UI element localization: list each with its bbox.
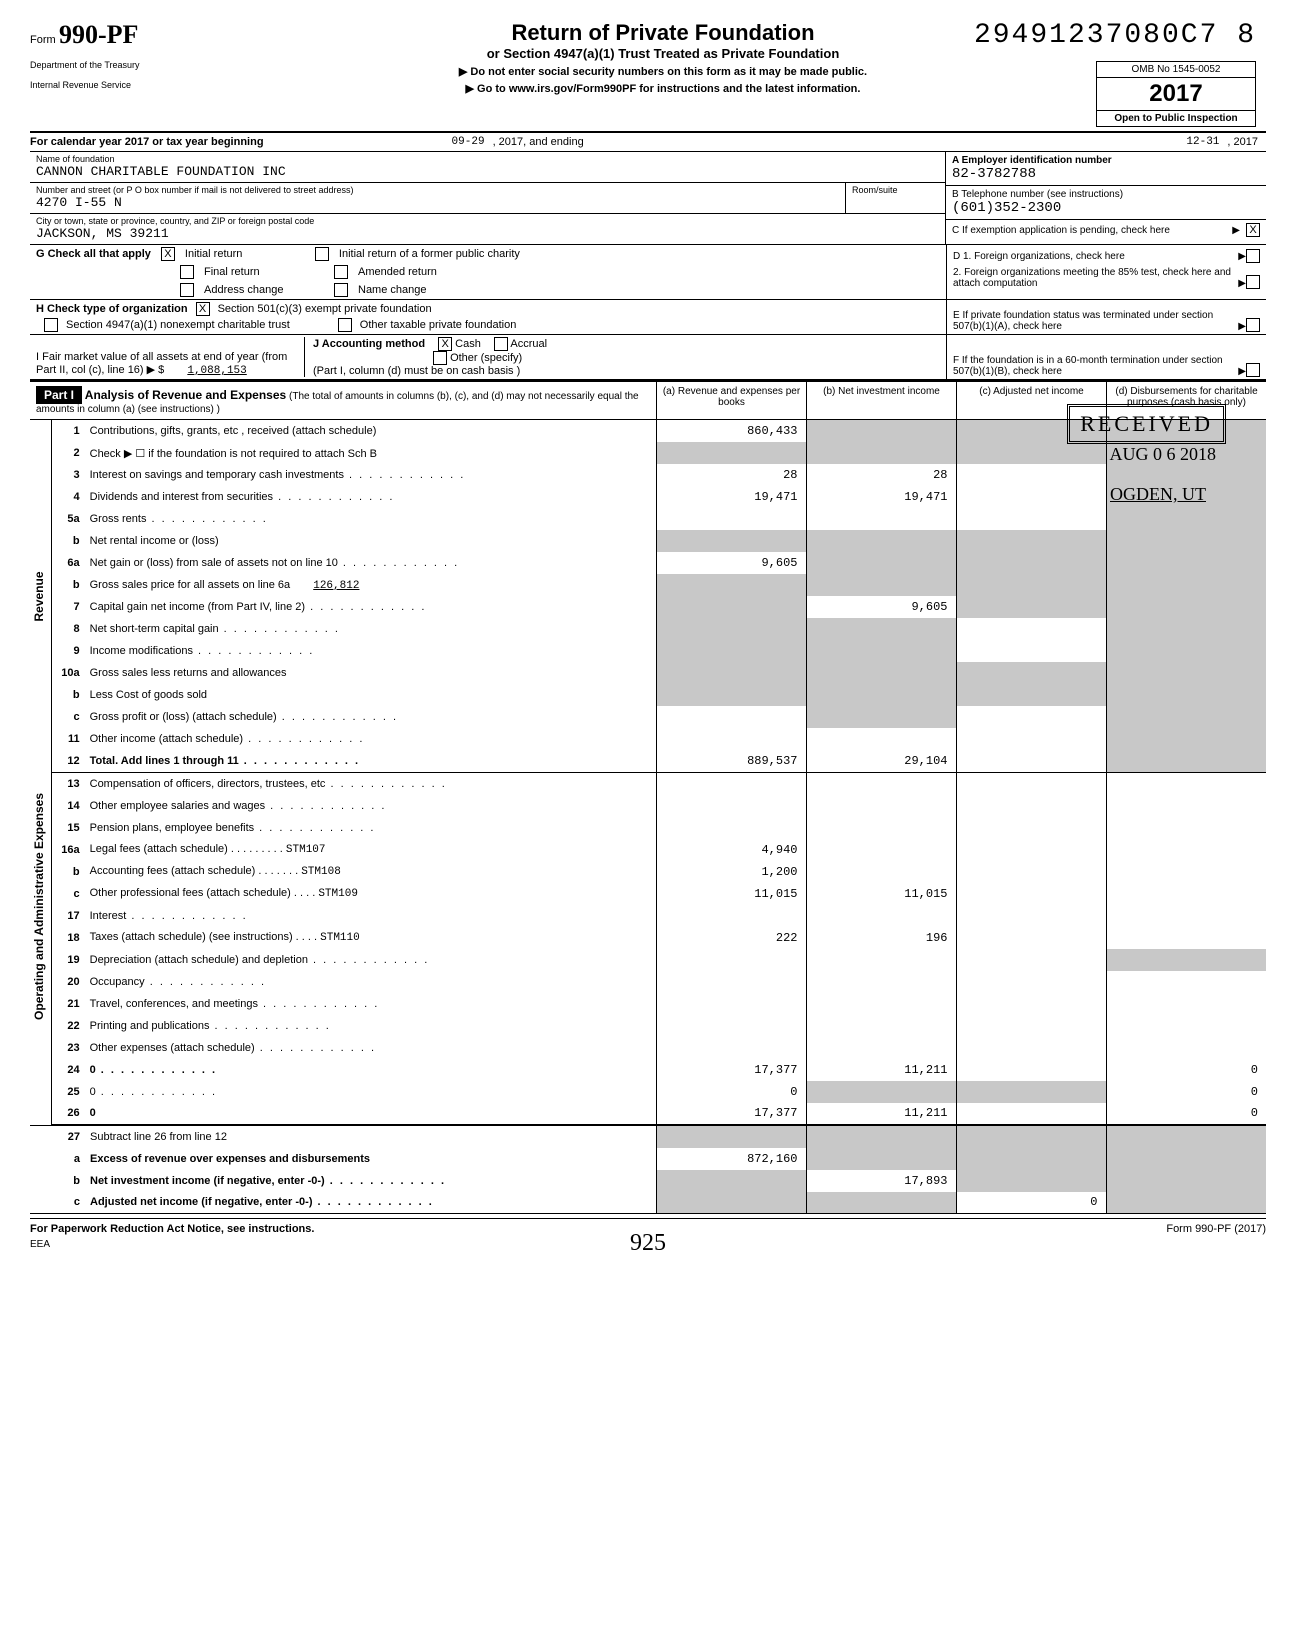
ogden-stamp: OGDEN, UT xyxy=(1110,484,1206,505)
form-id-block: Form 990-PF Department of the Treasury I… xyxy=(30,20,230,90)
e-checkbox[interactable] xyxy=(1246,318,1260,332)
g-amended: Amended return xyxy=(358,266,437,278)
g-initial-former: Initial return of a former public charit… xyxy=(339,248,520,260)
addr-label: Number and street (or P O box number if … xyxy=(30,183,845,195)
side-expenses: Operating and Administrative Expenses xyxy=(30,773,48,1040)
g-initial: Initial return xyxy=(185,248,305,260)
f-label: F If the foundation is in a 60-month ter… xyxy=(953,355,1238,377)
col-b-header: (b) Net investment income xyxy=(806,382,956,419)
footer-right: Form 990-PF (2017) xyxy=(1166,1223,1266,1235)
year-end-suffix: , 2017 xyxy=(1227,136,1258,148)
ein-value: 82-3782788 xyxy=(952,166,1260,182)
j-accrual-checkbox[interactable] xyxy=(494,337,508,351)
c-label: C If exemption application is pending, c… xyxy=(952,225,1226,236)
g-amended-checkbox[interactable] xyxy=(334,265,348,279)
j-other: Other (specify) xyxy=(450,352,522,364)
part1-title: Analysis of Revenue and Expenses xyxy=(85,388,286,402)
name-label: Name of foundation xyxy=(30,152,945,164)
d1-checkbox[interactable] xyxy=(1246,249,1260,263)
j-cash: Cash xyxy=(455,338,481,350)
dept-irs: Internal Revenue Service xyxy=(30,80,230,90)
g-addr: Address change xyxy=(204,284,324,296)
side-revenue: Revenue xyxy=(30,420,51,773)
i-label: I Fair market value of all assets at end… xyxy=(36,351,287,376)
city-label: City or town, state or province, country… xyxy=(30,214,945,226)
footer-left: For Paperwork Reduction Act Notice, see … xyxy=(30,1223,314,1235)
h-4947-checkbox[interactable] xyxy=(44,318,58,332)
g-name: Name change xyxy=(358,284,427,296)
h-501c3: Section 501(c)(3) exempt private foundat… xyxy=(218,303,432,315)
title-note-1: ▶ Do not enter social security numbers o… xyxy=(230,65,1096,78)
open-inspection: Open to Public Inspection xyxy=(1097,111,1255,126)
year-begin-suffix: , 2017, and ending xyxy=(493,136,584,148)
i-value: 1,088,153 xyxy=(187,365,246,377)
room-label: Room/suite xyxy=(846,183,945,195)
foundation-name: CANNON CHARITABLE FOUNDATION INC xyxy=(30,164,945,182)
h-label: H Check type of organization xyxy=(36,303,188,315)
h-4947: Section 4947(a)(1) nonexempt charitable … xyxy=(66,319,290,331)
j-other-checkbox[interactable] xyxy=(433,351,447,365)
h-501c3-checkbox[interactable] xyxy=(196,302,210,316)
g-initial-former-checkbox[interactable] xyxy=(315,247,329,261)
right-header-col: 29491237080C7 8 OMB No 1545-0052 2017 Op… xyxy=(1096,20,1266,127)
omb-number: OMB No 1545-0052 xyxy=(1097,62,1255,78)
form-number: 990-PF xyxy=(59,20,138,49)
year-end: 12-31 xyxy=(1186,136,1219,148)
g-initial-checkbox[interactable] xyxy=(161,247,175,261)
form-prefix: Form xyxy=(30,34,56,46)
j-label: J Accounting method xyxy=(313,338,425,350)
calendar-year-row: For calendar year 2017 or tax year begin… xyxy=(30,133,1266,152)
addr-value: 4270 I-55 N xyxy=(30,195,845,213)
c-checkbox[interactable] xyxy=(1246,223,1260,237)
j-note: (Part I, column (d) must be on cash basi… xyxy=(313,365,547,377)
dept-treasury: Department of the Treasury xyxy=(30,60,230,70)
j-accrual: Accrual xyxy=(510,338,547,350)
g-final-checkbox[interactable] xyxy=(180,265,194,279)
col-a-header: (a) Revenue and expenses per books xyxy=(656,382,806,419)
received-stamp: RECEIVED xyxy=(1067,404,1226,444)
d1-label: D 1. Foreign organizations, check here xyxy=(953,251,1238,262)
title-note-2: ▶ Go to www.irs.gov/Form990PF for instru… xyxy=(230,82,1096,95)
d2-checkbox[interactable] xyxy=(1246,275,1260,289)
year-begin: 09-29 xyxy=(452,136,485,148)
f-checkbox[interactable] xyxy=(1246,363,1260,377)
g-final: Final return xyxy=(204,266,324,278)
city-value: JACKSON, MS 39211 xyxy=(30,226,945,244)
g-label: G Check all that apply xyxy=(36,248,151,260)
phone-value: (601)352-2300 xyxy=(952,200,1260,216)
serial-number: 29491237080C7 8 xyxy=(696,20,1256,51)
h-other: Other taxable private foundation xyxy=(360,319,517,331)
identity-grid: Name of foundation CANNON CHARITABLE FOU… xyxy=(30,152,1266,245)
j-cash-checkbox[interactable] xyxy=(438,337,452,351)
aug-date-stamp: AUG 0 6 2018 xyxy=(1110,444,1217,465)
h-other-checkbox[interactable] xyxy=(338,318,352,332)
g-name-checkbox[interactable] xyxy=(334,283,348,297)
summary-table: 27Subtract line 26 from line 12 aExcess … xyxy=(30,1125,1266,1214)
e-label: E If private foundation status was termi… xyxy=(953,310,1238,332)
form-header: Form 990-PF Department of the Treasury I… xyxy=(30,20,1266,127)
cal-year-label: For calendar year 2017 or tax year begin… xyxy=(30,136,264,148)
tax-year: 2017 xyxy=(1097,78,1255,111)
phone-label: B Telephone number (see instructions) xyxy=(952,189,1260,200)
revenue-table: 1Contributions, gifts, grants, etc , rec… xyxy=(52,420,1266,773)
part1-label: Part I xyxy=(36,386,82,404)
expense-table: 13Compensation of officers, directors, t… xyxy=(52,773,1266,1126)
d2-label: 2. Foreign organizations meeting the 85%… xyxy=(953,267,1238,289)
omb-box: OMB No 1545-0052 2017 Open to Public Ins… xyxy=(1096,61,1256,127)
g-addr-checkbox[interactable] xyxy=(180,283,194,297)
ein-label: A Employer identification number xyxy=(952,155,1260,166)
